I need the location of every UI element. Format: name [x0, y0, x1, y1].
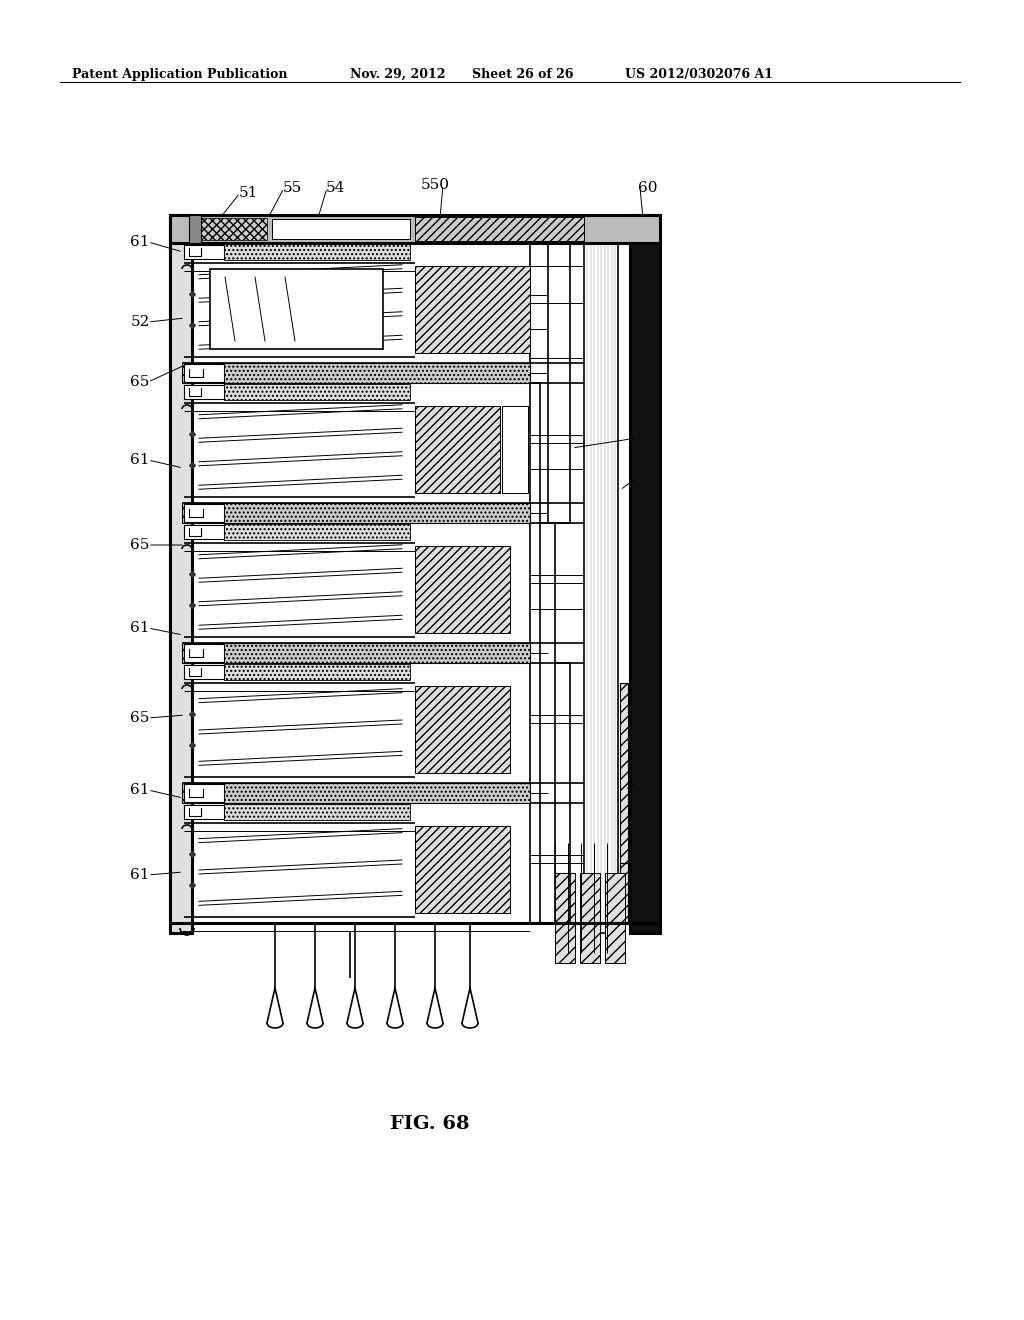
Bar	[170, 215, 660, 243]
Text: 58: 58	[635, 775, 654, 789]
Text: 60: 60	[638, 181, 657, 195]
Bar	[184, 805, 224, 818]
Bar	[415, 216, 584, 242]
Bar	[548, 220, 570, 523]
Bar	[580, 873, 600, 964]
Text: 55: 55	[283, 181, 302, 195]
Bar	[210, 269, 383, 348]
Bar	[605, 873, 625, 964]
Text: 54: 54	[326, 181, 345, 195]
Bar	[224, 384, 410, 400]
Text: Nov. 29, 2012: Nov. 29, 2012	[350, 69, 445, 81]
Bar	[415, 546, 510, 634]
Text: 61: 61	[130, 783, 150, 797]
Bar	[184, 784, 224, 803]
Bar	[184, 525, 224, 539]
Bar	[184, 385, 224, 399]
Bar	[184, 665, 224, 678]
Bar	[415, 407, 500, 492]
Text: 51: 51	[239, 186, 258, 201]
Bar	[224, 524, 410, 540]
Text: 70: 70	[635, 471, 654, 484]
Bar	[224, 664, 410, 680]
Bar	[170, 215, 193, 933]
Bar	[189, 215, 201, 243]
Text: 61: 61	[130, 620, 150, 635]
Text: 61: 61	[130, 453, 150, 467]
Bar	[182, 363, 530, 383]
Bar	[272, 219, 410, 239]
Bar	[182, 643, 530, 663]
Text: 65: 65	[130, 375, 150, 389]
Text: 65: 65	[130, 539, 150, 552]
Bar	[584, 220, 618, 933]
Bar	[224, 244, 410, 260]
Bar	[502, 407, 528, 492]
Text: US 2012/0302076 A1: US 2012/0302076 A1	[625, 69, 773, 81]
Text: 80: 80	[635, 432, 654, 445]
Text: 52: 52	[130, 315, 150, 329]
Text: 65: 65	[130, 711, 150, 725]
Bar	[184, 644, 224, 663]
Text: 61: 61	[130, 235, 150, 249]
Text: 550: 550	[421, 178, 450, 191]
Bar	[620, 682, 628, 913]
Text: Patent Application Publication: Patent Application Publication	[72, 69, 288, 81]
Bar	[193, 218, 267, 240]
Bar	[415, 826, 510, 913]
Bar	[184, 246, 224, 259]
Bar	[224, 804, 410, 820]
Bar	[555, 873, 575, 964]
Bar	[184, 364, 224, 381]
Bar	[630, 215, 660, 933]
Bar	[620, 863, 628, 923]
Bar	[415, 267, 530, 352]
Bar	[182, 503, 530, 523]
Bar	[415, 686, 510, 774]
Bar	[182, 783, 530, 803]
Bar	[184, 504, 224, 521]
Text: Sheet 26 of 26: Sheet 26 of 26	[472, 69, 573, 81]
Text: FIG. 68: FIG. 68	[390, 1115, 469, 1133]
Text: 61: 61	[130, 869, 150, 882]
